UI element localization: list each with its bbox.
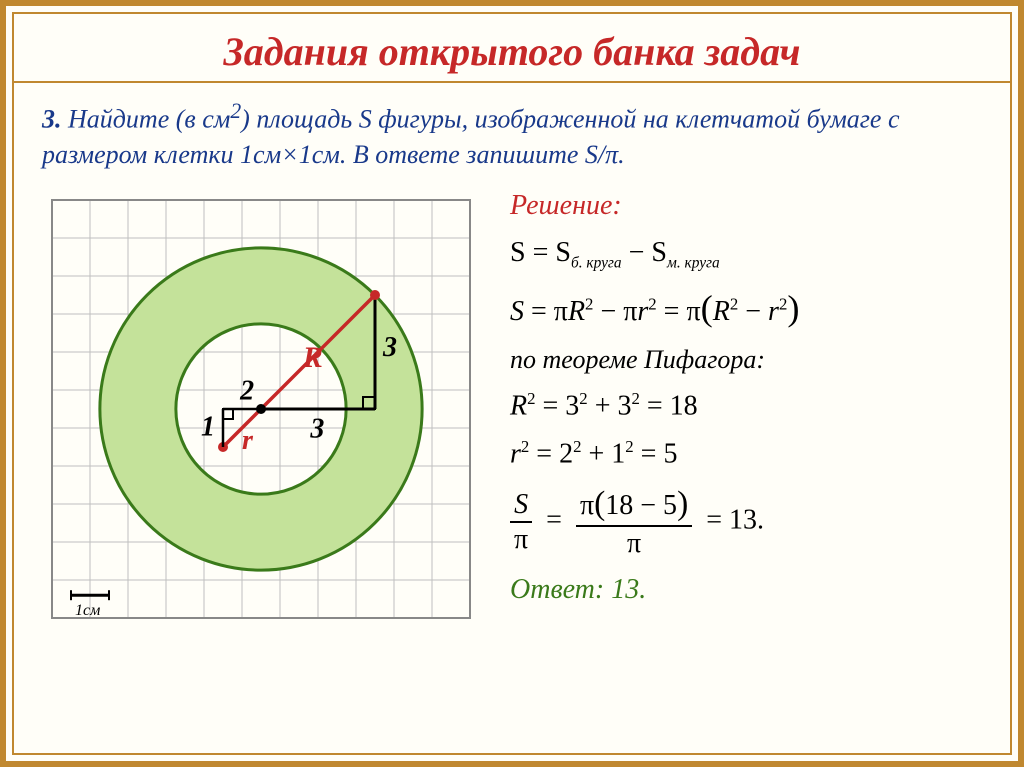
- eq-s-diff: S = Sб. круга − Sм. круга: [510, 236, 982, 273]
- problem-text: 3. Найдите (в см2) площадь S фигуры, изо…: [42, 97, 982, 172]
- eq-final: Sπ = π(18 − 5)π = 13.: [510, 484, 982, 560]
- eq-r2: r2 = 22 + 12 = 5: [510, 437, 982, 471]
- svg-text:r: r: [242, 425, 254, 456]
- svg-text:2: 2: [239, 375, 254, 406]
- annulus-diagram: Rr 3 3 21 1см: [42, 190, 482, 630]
- page-title: Задания открытого банка задач: [42, 28, 982, 75]
- diagram-container: Rr 3 3 21 1см: [42, 190, 482, 630]
- problem-p1: Найдите (в см: [68, 105, 230, 134]
- svg-text:1: 1: [201, 411, 215, 442]
- title-underline: [14, 81, 1010, 83]
- svg-text:3: 3: [309, 413, 324, 444]
- problem-sup: 2: [230, 99, 241, 123]
- eq-R2: R2 = 32 + 32 = 18: [510, 389, 982, 423]
- svg-text:R: R: [302, 341, 323, 374]
- pythagoras-label: по теореме Пифагора:: [510, 345, 982, 375]
- answer: Ответ: 13.: [510, 574, 982, 606]
- solution-block: Решение: S = Sб. круга − Sм. круга S = π…: [510, 190, 982, 630]
- solution-title: Решение:: [510, 190, 982, 222]
- svg-text:1см: 1см: [75, 602, 100, 619]
- eq-area-formula: S = πR2 − πr2 = π(R2 − r2): [510, 287, 982, 331]
- problem-number: 3.: [42, 105, 62, 134]
- svg-text:3: 3: [382, 332, 397, 363]
